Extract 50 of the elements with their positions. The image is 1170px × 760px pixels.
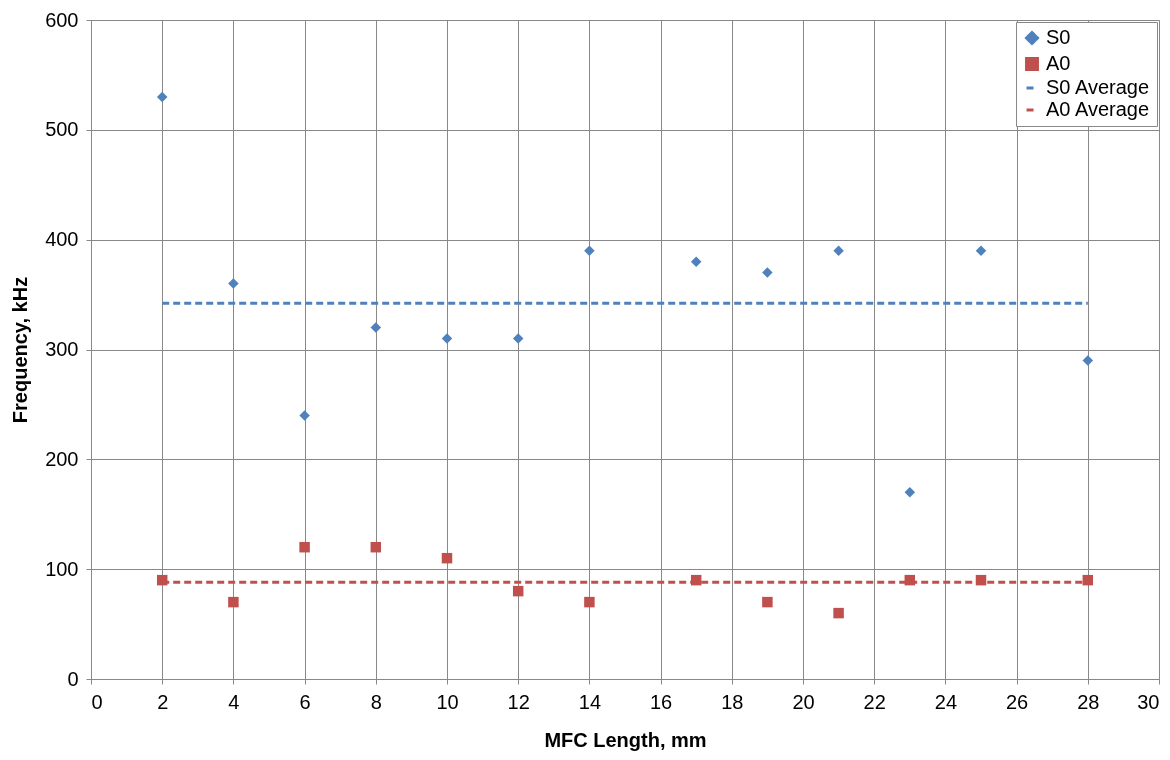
x-tick-label: 18 <box>721 690 744 713</box>
point <box>441 552 453 564</box>
point <box>584 245 595 256</box>
x-tick-label: 16 <box>649 690 673 713</box>
point <box>833 607 844 619</box>
y-tick-label: 500 <box>45 118 79 141</box>
x-tick-label: 28 <box>1077 690 1100 713</box>
x-tick-label: 10 <box>436 690 459 713</box>
y-axis-title: Frequency, kHz <box>9 276 32 424</box>
x-tick-label: 6 <box>299 690 311 713</box>
legend-label: A0 <box>1046 52 1071 74</box>
legend-label: S0 <box>1046 26 1071 48</box>
point <box>512 585 524 597</box>
point <box>441 333 453 344</box>
point <box>762 596 773 608</box>
y-tick-label: 400 <box>45 228 79 251</box>
x-tick-label: 12 <box>507 690 530 713</box>
x-tick-label: 14 <box>578 690 602 713</box>
point <box>690 256 702 267</box>
x-tick-label: 26 <box>1005 690 1029 713</box>
point <box>904 487 916 498</box>
x-tick-label: 22 <box>863 690 886 713</box>
point <box>228 278 239 289</box>
point <box>1082 355 1094 366</box>
point <box>512 333 524 344</box>
x-tick-label: 24 <box>934 690 958 713</box>
y-tick-label: 300 <box>45 338 79 360</box>
x-axis-title: MFC Length, mm <box>544 728 707 751</box>
point <box>975 245 987 256</box>
x-tick-label: 8 <box>370 690 382 713</box>
x-tick-label: 20 <box>792 690 815 713</box>
x-tick-label: 2 <box>157 690 169 713</box>
x-tick-label: 0 <box>91 690 103 713</box>
x-tick-label: 4 <box>228 690 240 713</box>
y-tick-label: 600 <box>45 8 79 31</box>
y-tick-label: 0 <box>67 667 79 690</box>
point <box>833 245 844 256</box>
point <box>228 596 239 608</box>
point <box>584 596 595 608</box>
x-tick-label: 30 <box>1137 690 1160 713</box>
point <box>370 541 382 553</box>
y-tick-label: 100 <box>45 557 79 580</box>
point <box>299 410 310 421</box>
point <box>370 322 382 333</box>
point <box>762 267 773 278</box>
legend-label: S0 Average <box>1046 76 1150 98</box>
y-tick-label: 200 <box>45 447 79 470</box>
point <box>299 541 310 553</box>
legend-label: A0 Average <box>1046 98 1150 120</box>
point <box>156 91 168 103</box>
